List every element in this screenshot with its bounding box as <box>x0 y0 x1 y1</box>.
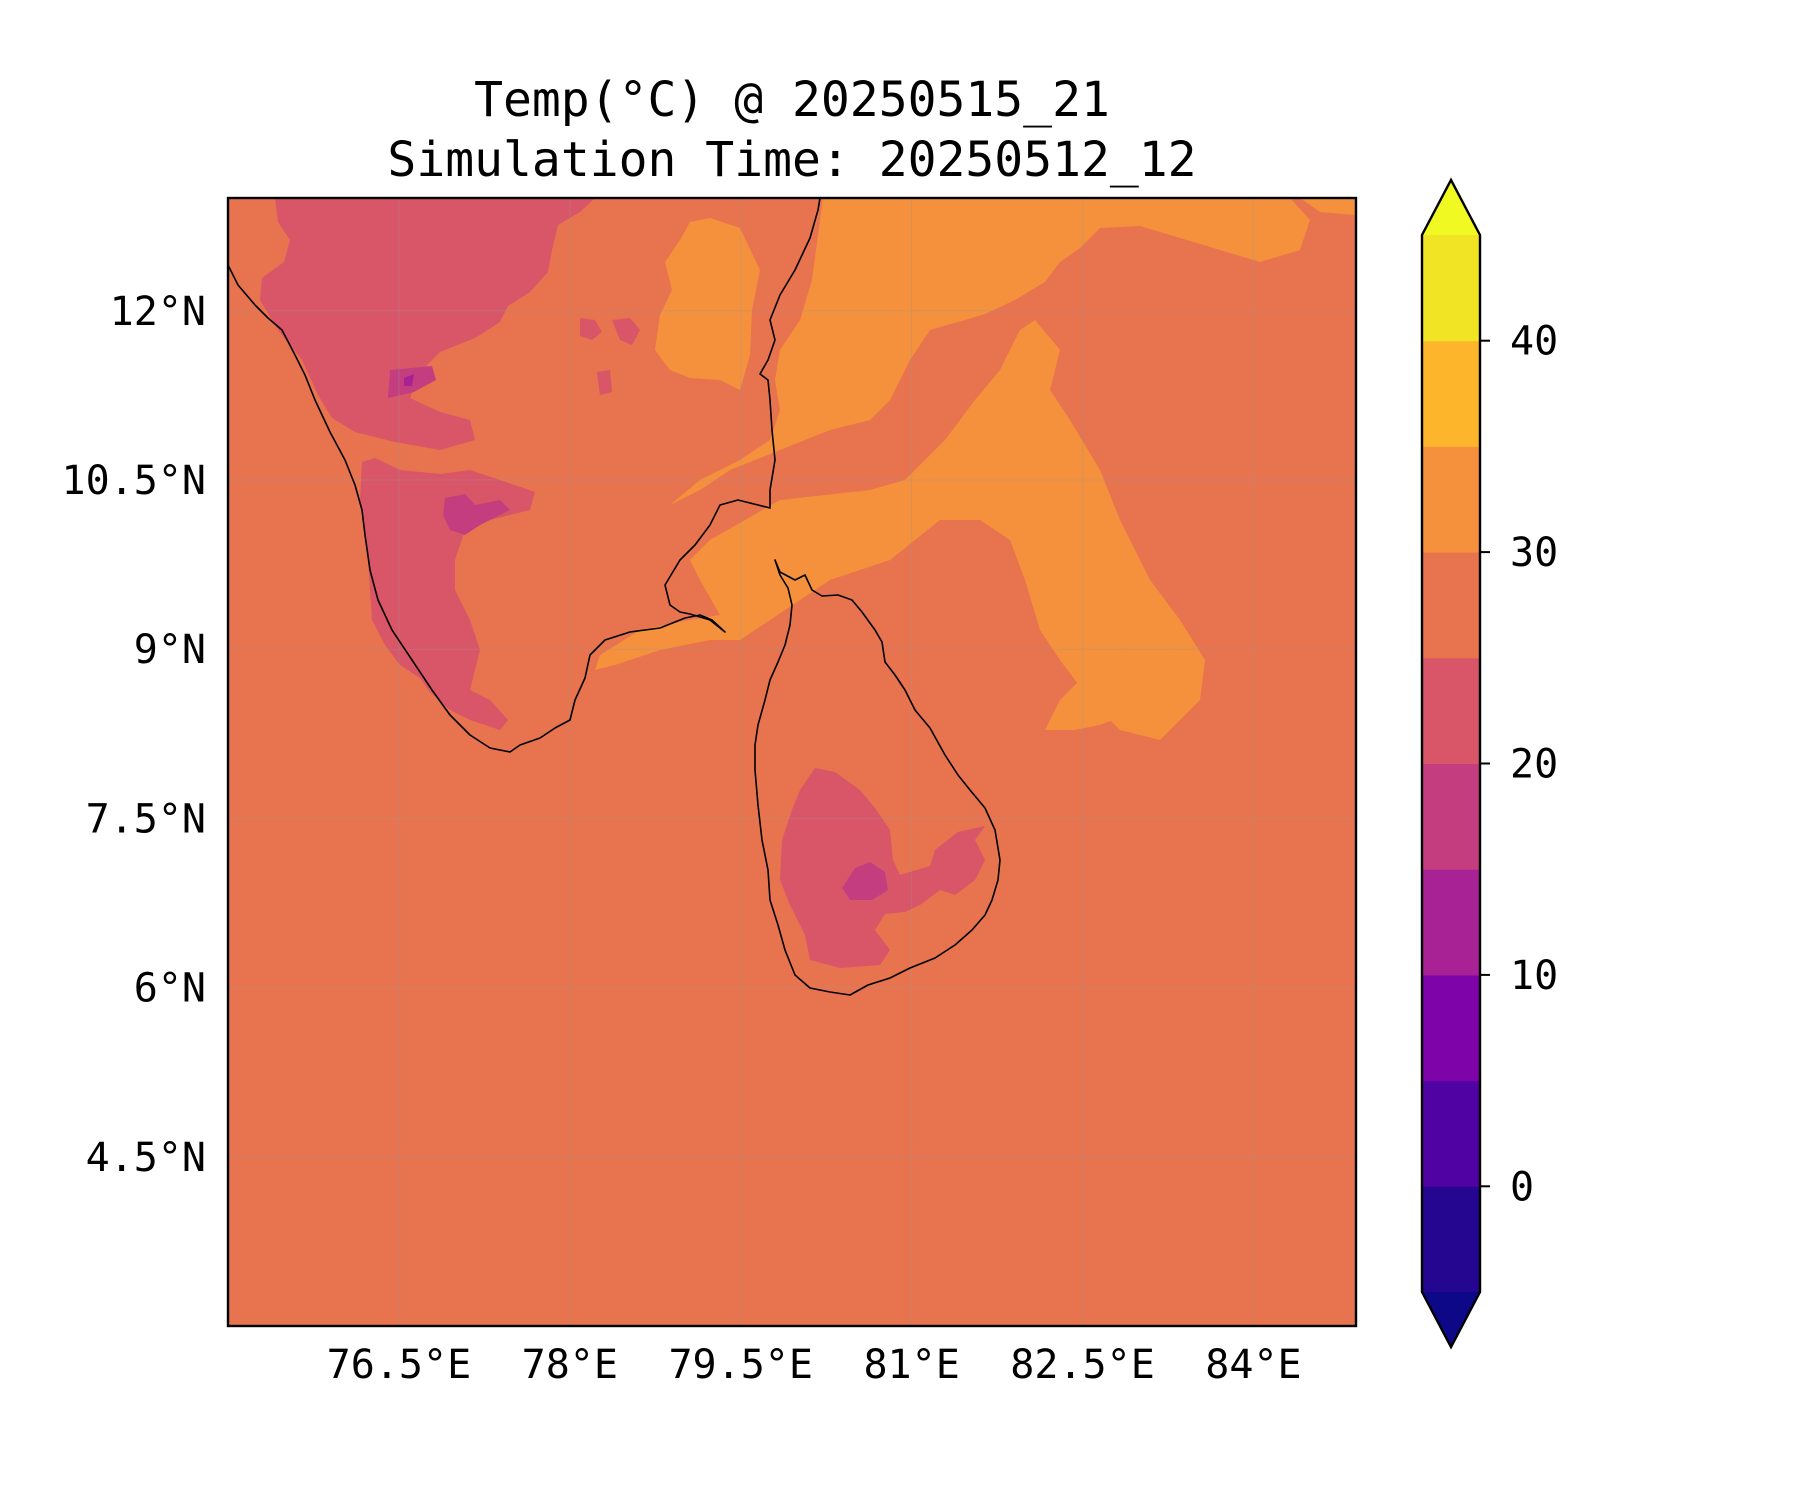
sri-lanka-coastline <box>754 559 1001 996</box>
map-gridlines <box>228 198 1356 1326</box>
latitude-tick-label: 7.5°N <box>86 796 206 842</box>
temperature-region-coldest <box>404 374 414 386</box>
latitude-tick-label: 9°N <box>134 627 206 673</box>
colorbar-tick-label: 30 <box>1510 530 1558 576</box>
colorbar-segment <box>1422 552 1480 659</box>
temperature-region-cool <box>612 318 640 345</box>
longitude-tick-label: 81°E <box>863 1342 959 1388</box>
temperature-region-warm <box>1300 198 1356 215</box>
longitude-tick-label: 82.5°E <box>1010 1342 1155 1388</box>
temperature-region-cool <box>780 768 985 968</box>
temperature-region-cooler <box>443 494 510 535</box>
temperature-region-warm <box>595 615 720 670</box>
temperature-region-cooler <box>842 862 888 900</box>
colorbar-segment <box>1422 340 1480 447</box>
latitude-tick-label: 6°N <box>134 966 206 1012</box>
temperature-region-warm <box>980 430 1015 446</box>
longitude-tick-label: 79.5°E <box>668 1342 813 1388</box>
temperature-field <box>228 198 1356 1326</box>
colorbar-outline <box>1420 177 1482 1350</box>
latitude-tick-label: 10.5°N <box>62 458 207 504</box>
latitude-tick-labels: 12°N 10.5°N 9°N 7.5°N 6°N 4.5°N <box>62 289 207 1181</box>
colorbar-segment <box>1422 657 1480 764</box>
longitude-tick-label: 76.5°E <box>327 1342 472 1388</box>
colorbar-tick-label: 0 <box>1510 1164 1534 1210</box>
temperature-region-warm <box>690 320 1205 740</box>
map-frame <box>226 196 1358 1328</box>
longitude-tick-labels: 76.5°E 78°E 79.5°E 81°E 82.5°E 84°E <box>327 1342 1302 1388</box>
colorbar-extend-min <box>1422 1292 1480 1347</box>
colorbar-tick-label: 20 <box>1510 742 1558 788</box>
colorbar-segment <box>1422 763 1480 870</box>
temperature-region-cool <box>260 198 595 450</box>
colorbar-segment <box>1422 869 1480 976</box>
temperature-region-cool <box>597 370 612 395</box>
colorbar-segment <box>1422 974 1480 1082</box>
temperature-region-warm <box>655 218 760 390</box>
coastline <box>228 198 1001 996</box>
map-title: Temp(°C) @ 20250515_21 <box>474 72 1110 128</box>
temperature-region-cool <box>360 458 535 730</box>
temperature-region-cool <box>580 318 602 340</box>
colorbar-segment <box>1422 1080 1480 1187</box>
longitude-tick-label: 84°E <box>1205 1342 1301 1388</box>
temperature-region-warm <box>670 198 1310 505</box>
map-subtitle: Simulation Time: 20250512_12 <box>387 132 1197 188</box>
colorbar-segment <box>1422 235 1480 342</box>
latitude-tick-label: 4.5°N <box>86 1135 206 1181</box>
colorbar: 0 10 20 30 40 <box>1420 177 1558 1350</box>
colorbar-tick-label: 40 <box>1510 319 1558 365</box>
temperature-region-warm <box>1045 640 1180 730</box>
longitude-tick-label: 78°E <box>522 1342 618 1388</box>
temperature-region-cool <box>438 214 465 240</box>
colorbar-tick-label: 10 <box>1510 953 1558 999</box>
colorbar-extend-max <box>1422 180 1480 235</box>
india-coastline <box>228 198 821 753</box>
latitude-tick-label: 12°N <box>110 289 206 335</box>
colorbar-segment <box>1422 1186 1480 1293</box>
colorbar-segment <box>1422 446 1480 553</box>
